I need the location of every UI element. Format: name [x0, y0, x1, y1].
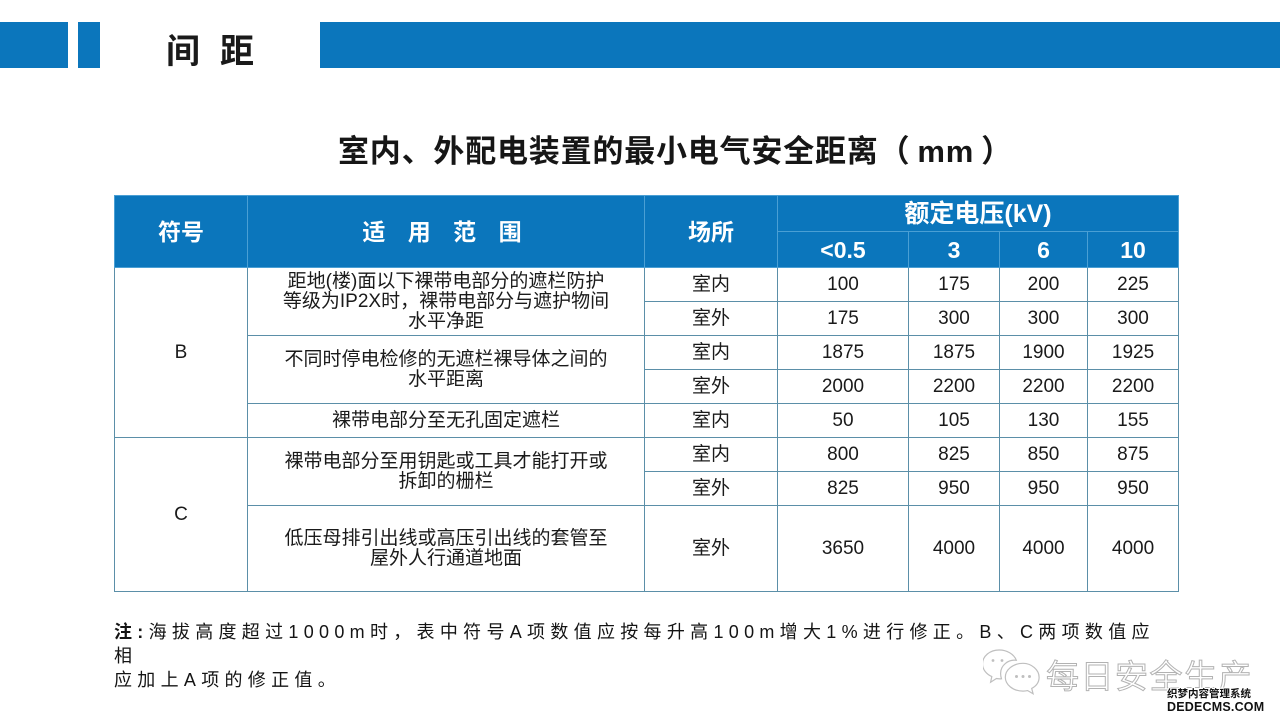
svg-text:织梦内容管理系统: 织梦内容管理系统 — [1167, 687, 1251, 700]
svg-text:DEDECMS.COM: DEDECMS.COM — [1167, 700, 1264, 714]
